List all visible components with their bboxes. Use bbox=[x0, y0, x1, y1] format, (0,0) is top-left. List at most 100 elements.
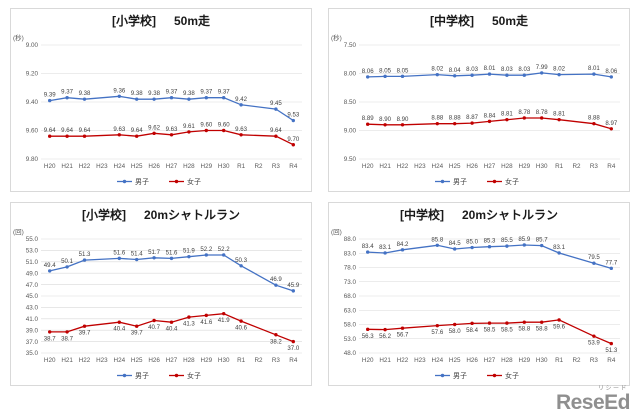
data-label: 53.9 bbox=[588, 340, 600, 347]
data-label: 8.02 bbox=[553, 66, 565, 73]
data-point-female bbox=[291, 143, 295, 147]
data-label: 58.8 bbox=[518, 326, 530, 333]
data-label: 8.90 bbox=[397, 116, 409, 123]
x-tick-label: H22 bbox=[397, 357, 409, 364]
data-point-female bbox=[169, 133, 174, 137]
y-axis-unit: (秒) bbox=[13, 33, 24, 42]
data-point-female bbox=[540, 320, 544, 324]
x-tick-label: H22 bbox=[397, 163, 409, 170]
data-label: 79.5 bbox=[588, 254, 600, 261]
legend-label-female: 女子 bbox=[505, 371, 519, 380]
data-point-male bbox=[540, 243, 544, 248]
x-tick-label: H20 bbox=[44, 357, 56, 364]
data-label: 9.64 bbox=[131, 127, 143, 134]
legend-marker-female bbox=[492, 373, 497, 378]
data-point-male bbox=[505, 244, 509, 248]
data-label: 58.8 bbox=[536, 326, 548, 333]
data-label: 8.01 bbox=[484, 65, 496, 72]
series-line-male bbox=[49, 95, 294, 122]
data-point-female bbox=[204, 313, 208, 318]
data-point-female bbox=[487, 321, 492, 325]
data-point-male bbox=[505, 73, 509, 77]
x-tick-label: R2 bbox=[254, 357, 263, 364]
chart-panel-juniorhigh-shuttle: [中学校] 20mシャトルラン (回) 48.0 53.0 58.0 63.0 68.0 73… bbox=[328, 202, 630, 386]
data-label: 52.2 bbox=[200, 246, 212, 253]
data-point-male bbox=[169, 256, 174, 261]
data-label: 9.38 bbox=[131, 90, 143, 97]
reseed-logo-ruby: リシード bbox=[597, 386, 628, 392]
y-tick-label: 9.80 bbox=[26, 156, 39, 163]
data-point-female bbox=[152, 131, 156, 136]
data-point-male bbox=[48, 98, 52, 103]
line-chart-elementary-50m: (秒)9.00 9.20 9.40 9.60 9.80 H20 H21 H22 H23 H24 H2… bbox=[13, 33, 302, 186]
data-label: 8.04 bbox=[449, 67, 461, 74]
data-point-male bbox=[522, 73, 526, 77]
data-point-female bbox=[470, 121, 474, 125]
data-label: 51.4 bbox=[131, 251, 143, 258]
data-label: 56.7 bbox=[397, 332, 409, 339]
x-tick-label: H26 bbox=[148, 357, 160, 364]
data-label: 85.7 bbox=[536, 237, 548, 244]
data-point-male bbox=[187, 254, 191, 259]
y-tick-label: 58.0 bbox=[344, 322, 357, 329]
data-point-female bbox=[239, 133, 243, 137]
legend-label-female: 女子 bbox=[187, 371, 201, 380]
x-tick-label: H29 bbox=[519, 357, 531, 364]
data-point-male bbox=[557, 72, 561, 77]
y-tick-label: 88.0 bbox=[344, 236, 357, 243]
data-point-male bbox=[274, 107, 278, 111]
data-label: 83.4 bbox=[362, 243, 374, 250]
data-point-female bbox=[135, 324, 139, 328]
data-label: 8.88 bbox=[449, 115, 461, 122]
data-label: 9.38 bbox=[79, 90, 91, 97]
y-tick-label: 39.0 bbox=[26, 327, 39, 334]
legend-marker-female bbox=[492, 179, 497, 184]
data-label: 9.61 bbox=[183, 123, 195, 130]
x-tick-label: H23 bbox=[96, 163, 108, 170]
y-tick-label: 9.60 bbox=[26, 128, 39, 135]
data-point-female bbox=[400, 326, 405, 330]
y-tick-label: 43.0 bbox=[26, 305, 39, 312]
x-tick-label: H28 bbox=[183, 163, 195, 170]
y-tick-label: 45.0 bbox=[26, 293, 39, 300]
x-tick-label: R2 bbox=[572, 163, 581, 170]
data-point-female bbox=[522, 116, 526, 120]
x-tick-label: H24 bbox=[432, 163, 444, 170]
data-point-female bbox=[383, 123, 387, 127]
x-tick-label: H23 bbox=[96, 357, 108, 364]
data-label: 37.0 bbox=[287, 345, 299, 352]
x-tick-label: H26 bbox=[466, 163, 478, 170]
data-label: 9.42 bbox=[235, 96, 247, 103]
chart-title-school: [中学校] bbox=[429, 14, 474, 28]
data-label: 9.60 bbox=[200, 122, 212, 129]
chart-title-school: [小学校] bbox=[81, 208, 126, 222]
data-label: 8.81 bbox=[553, 111, 565, 118]
legend-label-male: 男子 bbox=[135, 372, 149, 380]
data-label: 58.5 bbox=[484, 327, 496, 334]
data-point-female bbox=[117, 320, 122, 324]
x-tick-label: H24 bbox=[432, 357, 444, 364]
data-point-female bbox=[222, 311, 226, 316]
data-label: 52.2 bbox=[218, 246, 230, 253]
data-label: 9.63 bbox=[113, 126, 125, 133]
data-point-male bbox=[204, 253, 208, 257]
data-label: 9.45 bbox=[270, 100, 282, 107]
x-tick-label: H29 bbox=[201, 163, 213, 170]
y-axis-unit: (回) bbox=[13, 228, 24, 236]
data-label: 39.7 bbox=[131, 330, 143, 337]
data-label: 9.60 bbox=[218, 122, 230, 129]
y-tick-label: 55.0 bbox=[26, 236, 39, 243]
data-point-male bbox=[169, 96, 174, 100]
data-label: 9.62 bbox=[148, 124, 160, 131]
data-point-male bbox=[117, 256, 122, 261]
data-point-male bbox=[522, 243, 526, 247]
x-tick-label: H25 bbox=[449, 357, 461, 364]
data-label: 8.81 bbox=[501, 111, 513, 118]
series-line-male bbox=[367, 244, 612, 270]
data-label: 8.06 bbox=[362, 68, 374, 75]
data-point-male bbox=[135, 97, 139, 101]
data-label: 9.37 bbox=[166, 89, 178, 96]
data-point-male bbox=[609, 266, 613, 271]
data-label: 9.38 bbox=[183, 90, 195, 97]
